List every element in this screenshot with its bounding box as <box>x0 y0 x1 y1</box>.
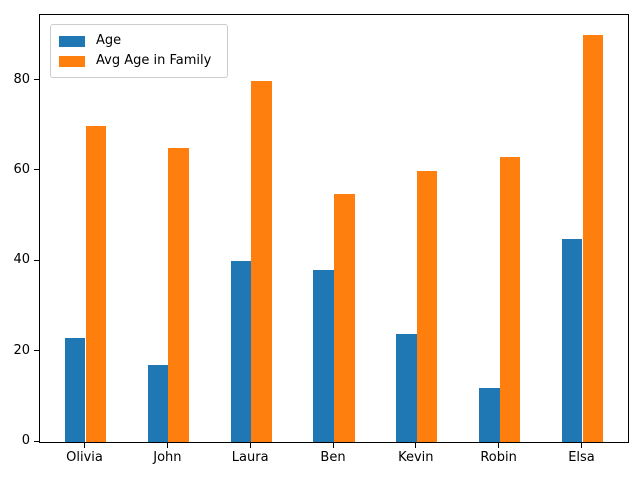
bar-age-ben <box>313 270 334 442</box>
xtick-mark-ben <box>332 443 334 448</box>
bar-avg-age-in-family-ben <box>334 193 355 442</box>
ytick-label-0: 0 <box>21 433 30 448</box>
plot-area: Age Avg Age in Family <box>39 14 629 443</box>
ytick-label-80: 80 <box>13 71 30 87</box>
xtick-label-kevin: Kevin <box>398 450 434 465</box>
bar-avg-age-in-family-john <box>168 148 190 442</box>
xtick-mark-kevin <box>415 443 417 448</box>
xtick-mark-laura <box>249 443 251 448</box>
xtick-mark-elsa <box>581 443 582 448</box>
ytick-label-20: 20 <box>13 342 30 358</box>
ytick-mark-60 <box>34 169 39 171</box>
bar-avg-age-in-family-olivia <box>85 125 107 442</box>
xtick-label-robin: Robin <box>480 450 517 465</box>
bar-avg-age-in-family-laura <box>251 80 272 442</box>
xtick-label-olivia: Olivia <box>66 450 103 465</box>
legend-item-age: Age <box>59 31 219 51</box>
ytick-mark-20 <box>34 350 39 352</box>
bar-avg-age-in-family-elsa <box>582 35 604 442</box>
xtick-mark-olivia <box>84 443 85 448</box>
legend-item-avg-age-in-family: Avg Age in Family <box>59 51 219 71</box>
xtick-mark-john <box>166 443 168 448</box>
bar-age-olivia <box>64 338 86 442</box>
bar-avg-age-in-family-kevin <box>416 170 438 442</box>
legend: Age Avg Age in Family <box>50 24 228 78</box>
legend-label-age: Age <box>96 33 122 48</box>
legend-swatch-avg-age-in-family <box>59 55 85 67</box>
xtick-label-john: John <box>153 450 182 465</box>
bar-age-robin <box>478 387 500 442</box>
xtick-label-ben: Ben <box>320 450 346 465</box>
bar-age-kevin <box>396 333 417 442</box>
xtick-label-laura: Laura <box>231 450 269 465</box>
bar-avg-age-in-family-robin <box>499 157 521 442</box>
ytick-label-40: 40 <box>13 252 30 268</box>
ytick-mark-0 <box>34 440 39 442</box>
bar-age-john <box>147 365 169 442</box>
legend-label-avg-age-in-family: Avg Age in Family <box>96 53 212 68</box>
xtick-mark-robin <box>498 443 500 448</box>
bars-layer <box>40 15 628 442</box>
bar-age-elsa <box>561 238 583 442</box>
bar-age-laura <box>230 261 252 442</box>
ytick-mark-80 <box>34 79 39 80</box>
legend-swatch-age <box>59 35 85 47</box>
xtick-label-elsa: Elsa <box>568 450 595 465</box>
ytick-mark-40 <box>34 259 39 261</box>
ytick-label-60: 60 <box>13 161 30 177</box>
